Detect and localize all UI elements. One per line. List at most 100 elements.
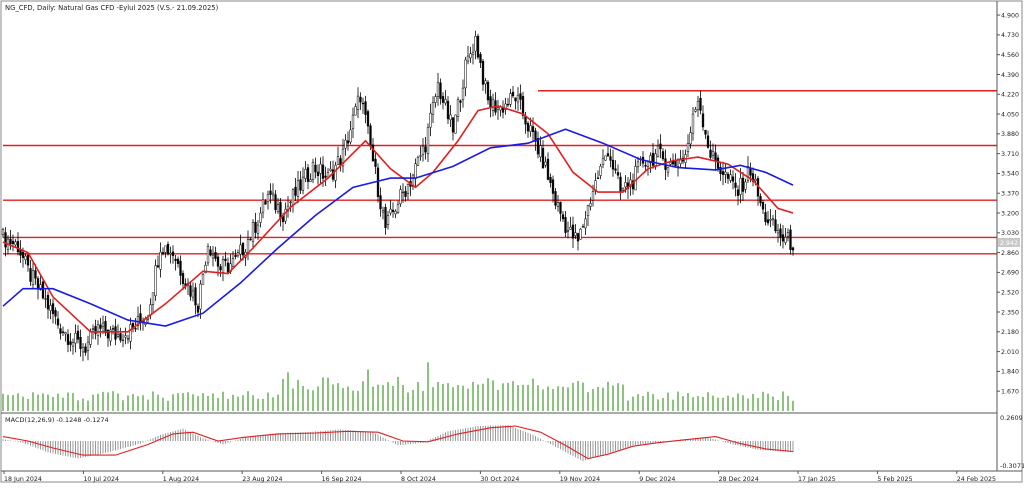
candle-body (154, 265, 157, 296)
candle-body (569, 226, 572, 230)
candle-body (196, 305, 200, 313)
candle-body (381, 210, 385, 213)
candle-body (261, 199, 265, 213)
volume-bar (42, 393, 44, 411)
volume-bar (207, 396, 209, 411)
candle-body (401, 191, 405, 194)
candle-body (586, 205, 590, 216)
candle-body (301, 176, 305, 191)
candle-body (471, 52, 475, 55)
candle-body (209, 249, 212, 256)
candle-body (456, 99, 460, 117)
macd-label: MACD(12,26,9) -0.1248 -0.1274 (5, 416, 109, 424)
candle-body (394, 211, 397, 215)
volume-bar (137, 396, 139, 411)
candle-body (334, 164, 337, 181)
candle-body (211, 254, 215, 259)
candle-body (319, 163, 322, 174)
price-tick-label: 2.520 (1001, 290, 1019, 297)
candle-body (231, 258, 235, 267)
volume-bar (697, 396, 699, 411)
candle-body (19, 250, 22, 256)
candle-body (271, 192, 275, 196)
candle-body (584, 218, 587, 229)
candle-body (529, 125, 532, 132)
volume-bar (192, 394, 194, 411)
volume-bar (687, 393, 689, 411)
volume-bar (477, 384, 479, 411)
candle-body (686, 143, 690, 152)
volume-bar (72, 393, 74, 411)
candle-body (94, 326, 97, 334)
candle-body (441, 96, 445, 103)
candle-body (636, 161, 640, 168)
volume-bar (57, 393, 59, 411)
volume-bar (747, 398, 749, 411)
candle-body (741, 177, 745, 192)
candle-body (744, 181, 747, 190)
volume-bar (567, 387, 569, 411)
candle-body (266, 193, 270, 202)
volume-bar (572, 382, 574, 411)
candle-body (269, 190, 272, 195)
candle-body (784, 237, 787, 243)
candle-body (651, 152, 655, 166)
candle-body (629, 179, 632, 187)
volume-bar (177, 393, 179, 411)
volume-bar (787, 395, 789, 411)
candle-body (54, 310, 57, 317)
candle-body (424, 146, 427, 153)
price-tick-label: 4.900 (1001, 12, 1019, 19)
candle-body (506, 103, 510, 106)
candle-body (84, 346, 87, 353)
candle-body (91, 328, 95, 330)
volume-bar (472, 381, 474, 411)
candle-body (526, 123, 530, 132)
volume-bar (152, 391, 154, 411)
volume-bar (792, 400, 794, 411)
candle-body (449, 114, 452, 120)
candle-body (219, 266, 222, 271)
candle-body (669, 162, 672, 165)
volume-bar (442, 383, 444, 411)
time-tick-label: 28 Dec 2024 (719, 476, 759, 483)
candle-body (46, 294, 50, 310)
candle-body (509, 93, 512, 105)
volume-bar (127, 395, 129, 411)
candle-body (311, 161, 315, 180)
volume-bar (582, 382, 584, 411)
candle-body (106, 330, 110, 339)
candle-body (239, 244, 242, 255)
price-tick-label: 3.540 (1001, 171, 1019, 178)
candle-body (216, 256, 220, 267)
candle-body (771, 218, 775, 220)
candle-body (469, 53, 472, 59)
volume-bar (602, 387, 604, 411)
candle-body (689, 132, 692, 145)
candle-body (374, 158, 377, 167)
candle-body (329, 168, 332, 171)
candle-body (779, 228, 782, 238)
macd-axis-top: 0.2609 (1000, 414, 1023, 422)
candle-body (41, 281, 45, 299)
price-tick-label: 4.220 (1001, 92, 1019, 99)
candle-body (156, 265, 160, 268)
volume-bar (147, 399, 149, 411)
volume-bar (347, 386, 349, 411)
candle-body (176, 258, 180, 264)
time-tick-label: 17 Jan 2025 (798, 476, 836, 483)
volume-bar (62, 397, 64, 411)
volume-bar (737, 393, 739, 411)
candle-body (174, 258, 177, 261)
candle-body (514, 97, 517, 102)
candle-body (421, 145, 425, 155)
volume-bar (732, 397, 734, 411)
candle-body (399, 189, 402, 204)
volume-bar (782, 391, 784, 411)
volume-bar (447, 383, 449, 411)
candle-body (304, 169, 307, 179)
candle-body (11, 240, 15, 245)
candle-body (746, 166, 750, 181)
volume-bar (552, 389, 554, 411)
candle-body (604, 155, 607, 161)
